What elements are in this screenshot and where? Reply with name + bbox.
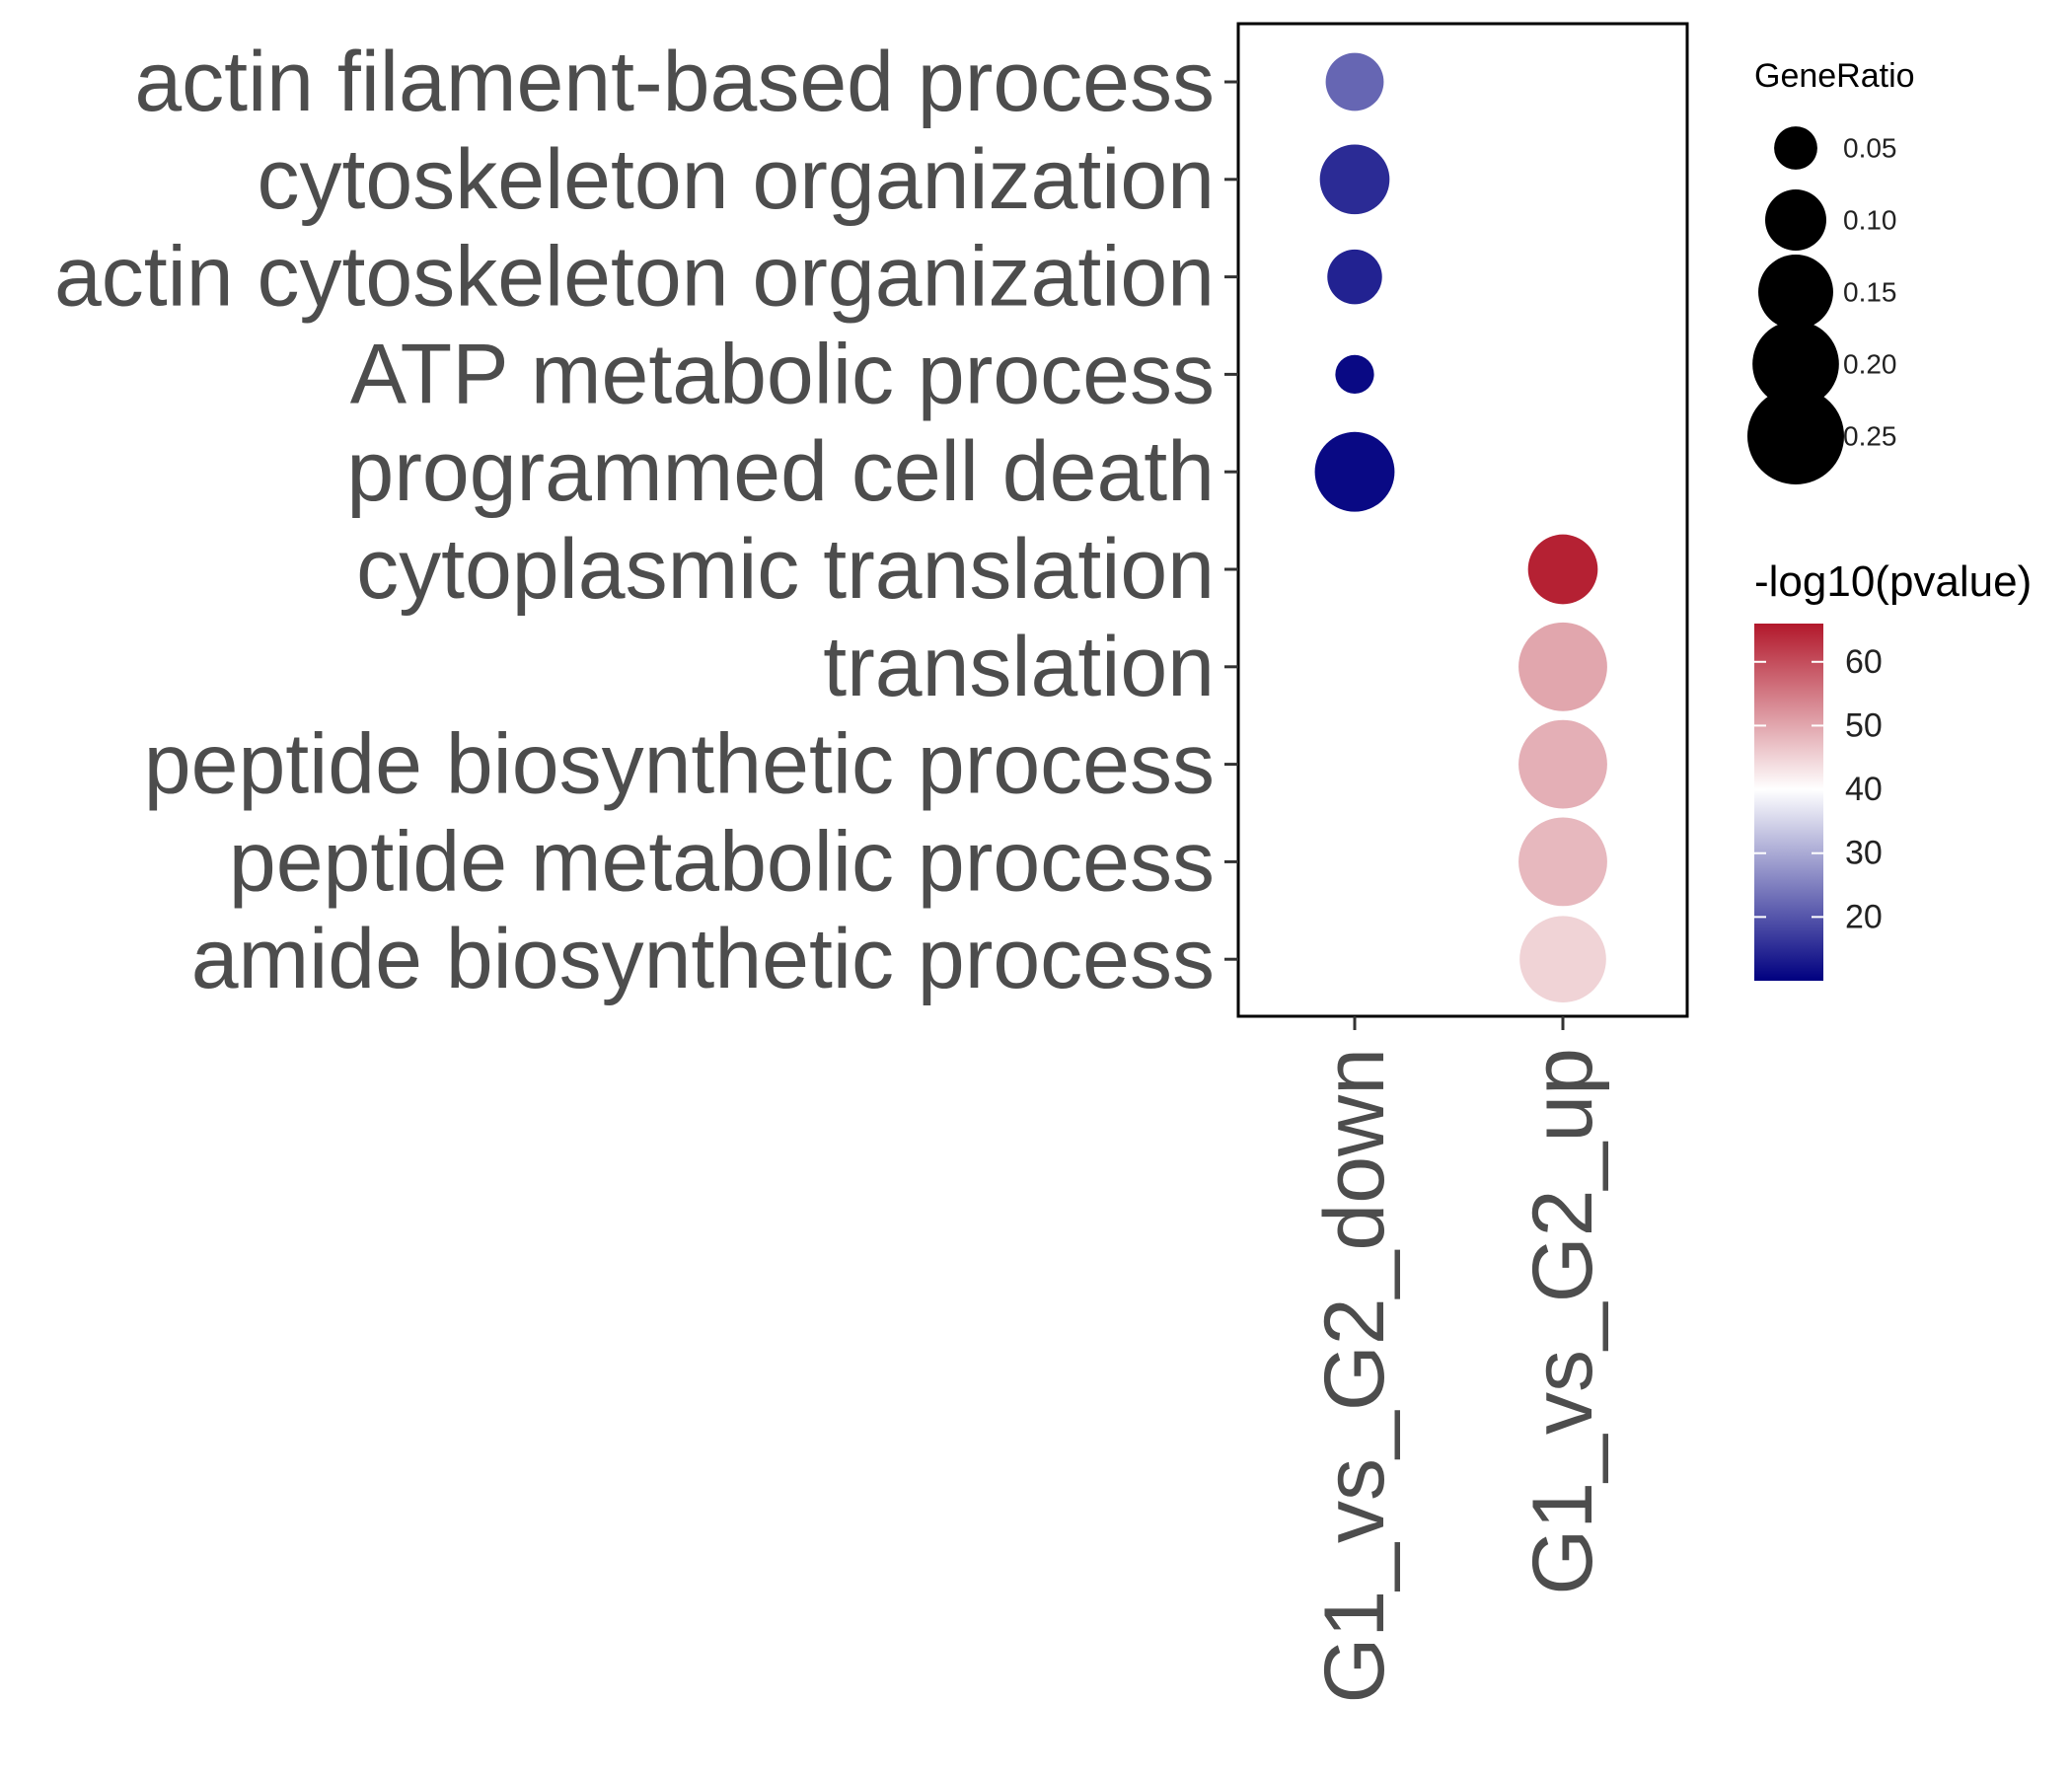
size-legend-dot [1774, 126, 1817, 170]
color-legend-title: -log10(pvalue) [1754, 557, 2032, 606]
colorbar-label: 40 [1845, 771, 1883, 808]
x-tick-label: G1_vs_G2_up [1516, 1048, 1610, 1595]
y-tick-label: actin cytoskeleton organization [54, 230, 1215, 325]
size-legend-label: 0.15 [1843, 277, 1897, 308]
x-axis-labels: G1_vs_G2_down G1_vs_G2_up [1307, 1048, 1610, 1704]
size-legend-label: 0.20 [1843, 349, 1897, 380]
y-tick-label: peptide metabolic process [229, 814, 1215, 909]
size-legend-label: 0.05 [1843, 133, 1897, 164]
colorbar-label: 20 [1845, 898, 1883, 935]
colorbar [1754, 624, 1823, 981]
size-legend-title: GeneRatio [1754, 57, 1915, 95]
y-tick-label: peptide biosynthetic process [144, 717, 1215, 812]
data-point [1527, 534, 1598, 605]
data-point [1335, 354, 1374, 394]
y-tick-label: ATP metabolic process [350, 327, 1215, 421]
size-legend: 0.05 0.10 0.15 0.20 0.25 [1747, 126, 1897, 484]
data-point [1518, 817, 1607, 907]
y-tick-label: actin filament-based process [134, 35, 1215, 129]
colorbar-label: 50 [1845, 706, 1883, 744]
data-point [1519, 916, 1606, 1003]
y-tick-label: cytoskeleton organization [258, 132, 1215, 227]
colorbar-label: 60 [1845, 643, 1883, 681]
x-tick-label: G1_vs_G2_down [1307, 1048, 1402, 1704]
data-point [1518, 719, 1607, 809]
colorbar-label: 30 [1845, 835, 1883, 872]
data-point [1327, 249, 1382, 305]
colorbar-ticks: 20 30 40 50 60 [1754, 643, 1883, 935]
y-tick-label: cytoplasmic translation [356, 522, 1215, 617]
data-point [1518, 622, 1607, 711]
size-legend-dot [1747, 388, 1844, 484]
plot-panel [1236, 22, 1689, 1018]
size-legend-dot [1765, 189, 1826, 251]
y-tick-label: programmed cell death [346, 424, 1215, 519]
size-legend-label: 0.10 [1843, 205, 1897, 236]
size-legend-dot [1758, 255, 1833, 330]
y-tick-label: amide biosynthetic process [191, 912, 1215, 1006]
size-legend-label: 0.25 [1843, 421, 1897, 452]
data-points [1314, 52, 1607, 1003]
data-point [1325, 52, 1384, 111]
data-point [1314, 431, 1395, 512]
size-legend-dot [1752, 321, 1839, 407]
x-axis-ticks [1353, 1016, 1565, 1030]
y-axis-ticks [1224, 80, 1238, 961]
y-axis-labels: actin filament-based processcytoskeleton… [54, 35, 1215, 1006]
y-tick-label: translation [823, 620, 1215, 714]
data-point [1319, 144, 1390, 215]
